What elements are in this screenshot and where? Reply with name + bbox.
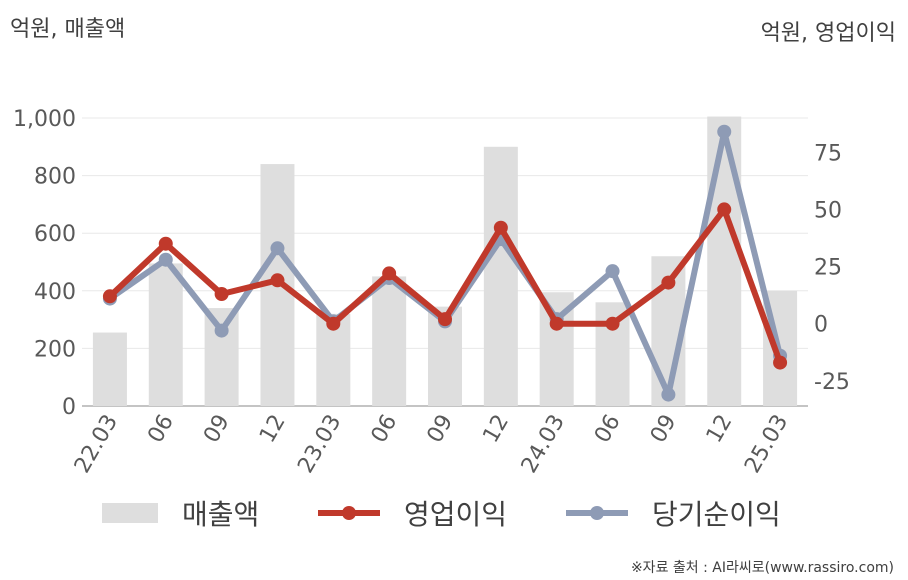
right-axis-unit: 억원, 영업이익 <box>761 21 896 46</box>
series-point <box>493 220 508 235</box>
bar <box>372 276 407 406</box>
series-point <box>661 387 676 402</box>
legend-swatch-bar <box>102 503 158 523</box>
bar <box>92 332 127 406</box>
x-tick-labels: 22.03 06 09 12 23.03 06 09 12 24.03 06 09 12 25.03 <box>70 411 793 478</box>
series-point <box>326 316 341 331</box>
y-right-tick-label: 75 <box>814 141 842 166</box>
series-point <box>605 264 620 279</box>
series-point <box>773 355 788 370</box>
lines-group <box>102 124 788 402</box>
y-right-tick-label: 25 <box>814 256 842 281</box>
series-point <box>270 273 285 288</box>
y-tick-labels: 0 200 400 600 800 1,000 -25 0 25 50 75 <box>13 107 850 420</box>
legend-swatch-marker <box>342 506 356 520</box>
x-tick-label: 09 <box>199 411 235 448</box>
series-point <box>661 275 676 290</box>
bar <box>707 116 742 406</box>
bar <box>483 146 518 407</box>
x-tick-label: 09 <box>646 411 682 448</box>
series-point <box>605 316 620 331</box>
legend-label: 당기순이익 <box>652 498 781 531</box>
x-tick-label: 24.03 <box>517 411 570 478</box>
y-left-tick-label: 600 <box>34 222 76 247</box>
y-left-tick-label: 200 <box>34 337 76 362</box>
series-point <box>717 124 732 139</box>
series-point <box>717 202 732 217</box>
x-tick-label: 23.03 <box>293 411 346 478</box>
bars-group <box>92 116 798 407</box>
x-tick-label: 12 <box>702 411 738 448</box>
x-tick-label: 09 <box>423 411 459 448</box>
x-tick-label: 25.03 <box>740 411 793 478</box>
x-tick-label: 12 <box>255 411 291 448</box>
series-point <box>102 289 117 304</box>
x-tick-label: 06 <box>367 411 403 448</box>
x-tick-label: 06 <box>143 411 179 448</box>
bar <box>148 263 183 406</box>
y-right-tick-label: -25 <box>814 370 850 395</box>
y-right-tick-label: 0 <box>814 313 828 338</box>
x-tick-label: 22.03 <box>70 411 123 478</box>
legend-label: 매출액 <box>182 498 259 531</box>
series-point <box>270 241 285 256</box>
series-point <box>214 323 229 338</box>
x-tick-label: 12 <box>478 411 514 448</box>
y-left-tick-label: 800 <box>34 165 76 190</box>
legend-label: 영업이익 <box>404 498 507 531</box>
y-left-tick-label: 400 <box>34 280 76 305</box>
legend: 매출액 영업이익 당기순이익 <box>102 498 781 531</box>
source-note: ※자료 출처 : AI라씨로(www.rassiro.com) <box>631 560 894 576</box>
series-point <box>382 266 397 281</box>
left-axis-unit: 억원, 매출액 <box>10 17 125 42</box>
series-point <box>549 316 564 331</box>
x-tick-label: 06 <box>590 411 626 448</box>
y-left-tick-label: 0 <box>62 395 76 420</box>
legend-swatch-marker <box>590 506 604 520</box>
series-point <box>158 252 173 267</box>
series-point <box>438 312 452 327</box>
series-point <box>158 236 173 251</box>
series-point <box>214 287 229 301</box>
bar <box>204 308 239 406</box>
y-left-tick-label: 1,000 <box>13 107 76 132</box>
y-right-tick-label: 50 <box>814 198 842 223</box>
